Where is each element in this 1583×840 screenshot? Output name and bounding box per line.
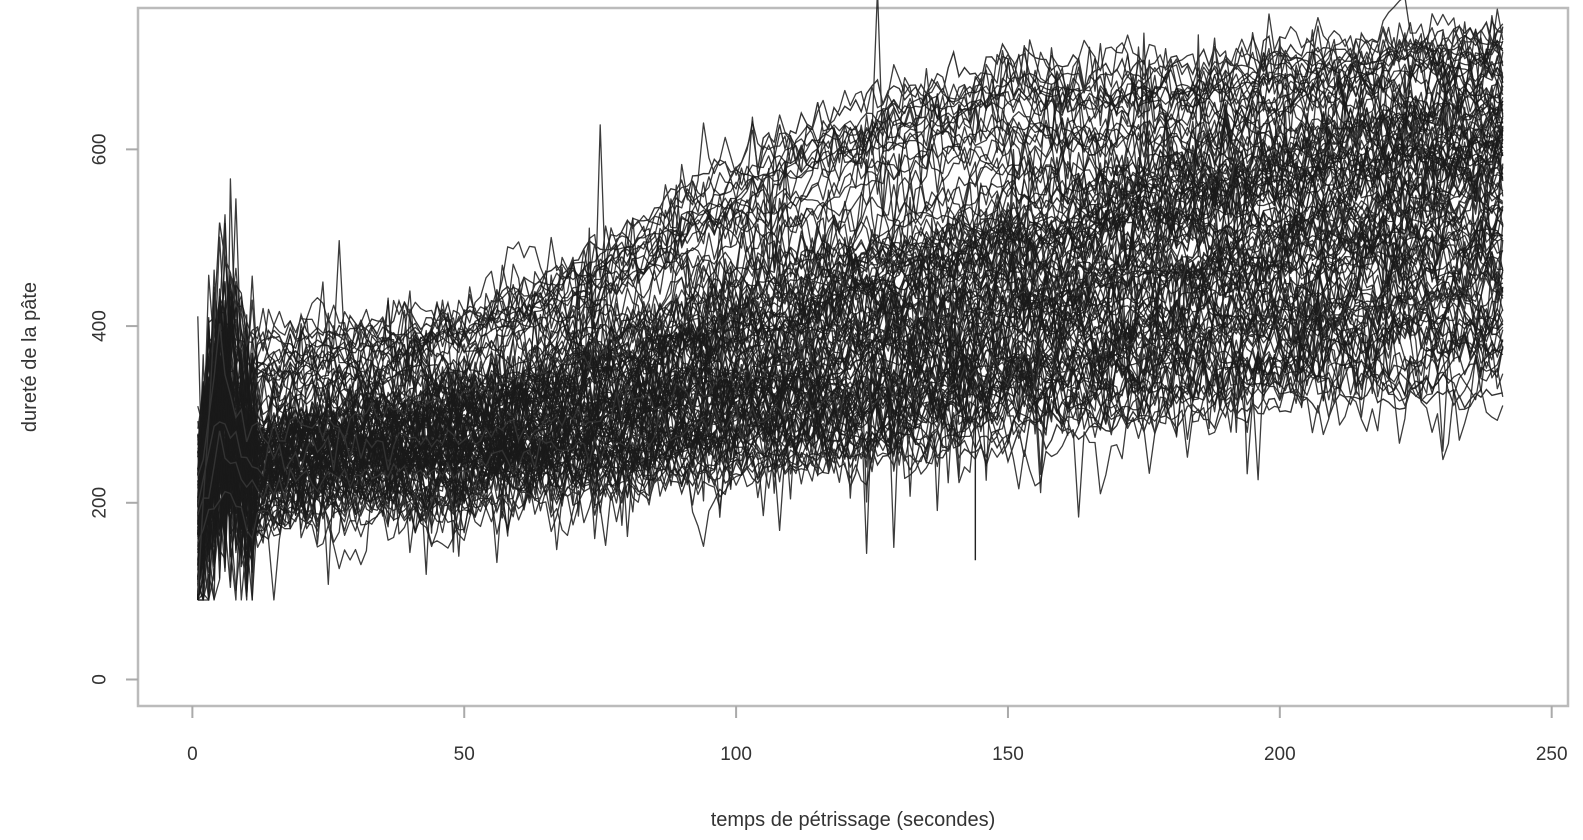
series-line <box>197 20 1504 594</box>
series-line <box>197 251 1504 556</box>
series-line <box>197 166 1504 601</box>
series-line <box>197 40 1503 563</box>
series-line <box>197 13 1504 536</box>
series-line <box>197 287 1504 550</box>
series-line <box>197 196 1504 601</box>
series-line <box>197 125 1504 495</box>
y-tick-label: 0 <box>90 674 111 685</box>
x-tick-label: 200 <box>1264 744 1296 765</box>
plot-frame <box>136 6 1570 708</box>
series-line <box>197 383 1503 543</box>
series-line <box>197 239 1504 559</box>
y-tick-label: 200 <box>90 487 111 519</box>
series-line <box>197 191 1504 508</box>
series-line <box>197 261 1504 516</box>
series-line <box>197 108 1504 477</box>
series-line <box>197 57 1503 507</box>
x-axis-label: temps de pétrissage (secondes) <box>711 809 996 831</box>
series-line <box>197 241 1504 553</box>
series-line <box>197 201 1504 580</box>
series-line <box>197 8 1504 522</box>
x-tick-label: 0 <box>187 744 198 765</box>
series-line <box>197 244 1504 601</box>
series-line <box>197 30 1503 524</box>
series-line <box>197 176 1504 506</box>
series-line <box>197 270 1504 572</box>
x-tick-label: 150 <box>992 744 1024 765</box>
series-line <box>197 329 1504 601</box>
series-line <box>197 144 1504 501</box>
x-tick-label: 250 <box>1536 744 1568 765</box>
series-line <box>197 289 1504 566</box>
axis-layer <box>126 6 1570 718</box>
series-lines <box>197 0 1504 601</box>
series-line <box>197 100 1504 534</box>
series-line <box>197 96 1504 601</box>
y-tick-label: 600 <box>90 134 111 166</box>
x-tick-label: 50 <box>454 744 475 765</box>
y-tick-label: 400 <box>90 310 111 342</box>
series-line <box>197 14 1504 601</box>
x-tick-label: 100 <box>720 744 752 765</box>
series-line <box>197 29 1504 601</box>
series-line <box>197 225 1504 601</box>
series-line <box>197 80 1504 601</box>
tick-labels: 0 50 100 150 200 250 0 200 400 600 <box>90 134 1568 765</box>
y-axis-label: dureté de la pâte <box>19 282 41 432</box>
series-line <box>197 56 1504 539</box>
series-line <box>197 274 1504 575</box>
series-line <box>197 356 1504 554</box>
series-line <box>197 141 1504 582</box>
series-line <box>197 256 1504 601</box>
series-line <box>197 46 1504 601</box>
series-line <box>197 297 1504 601</box>
